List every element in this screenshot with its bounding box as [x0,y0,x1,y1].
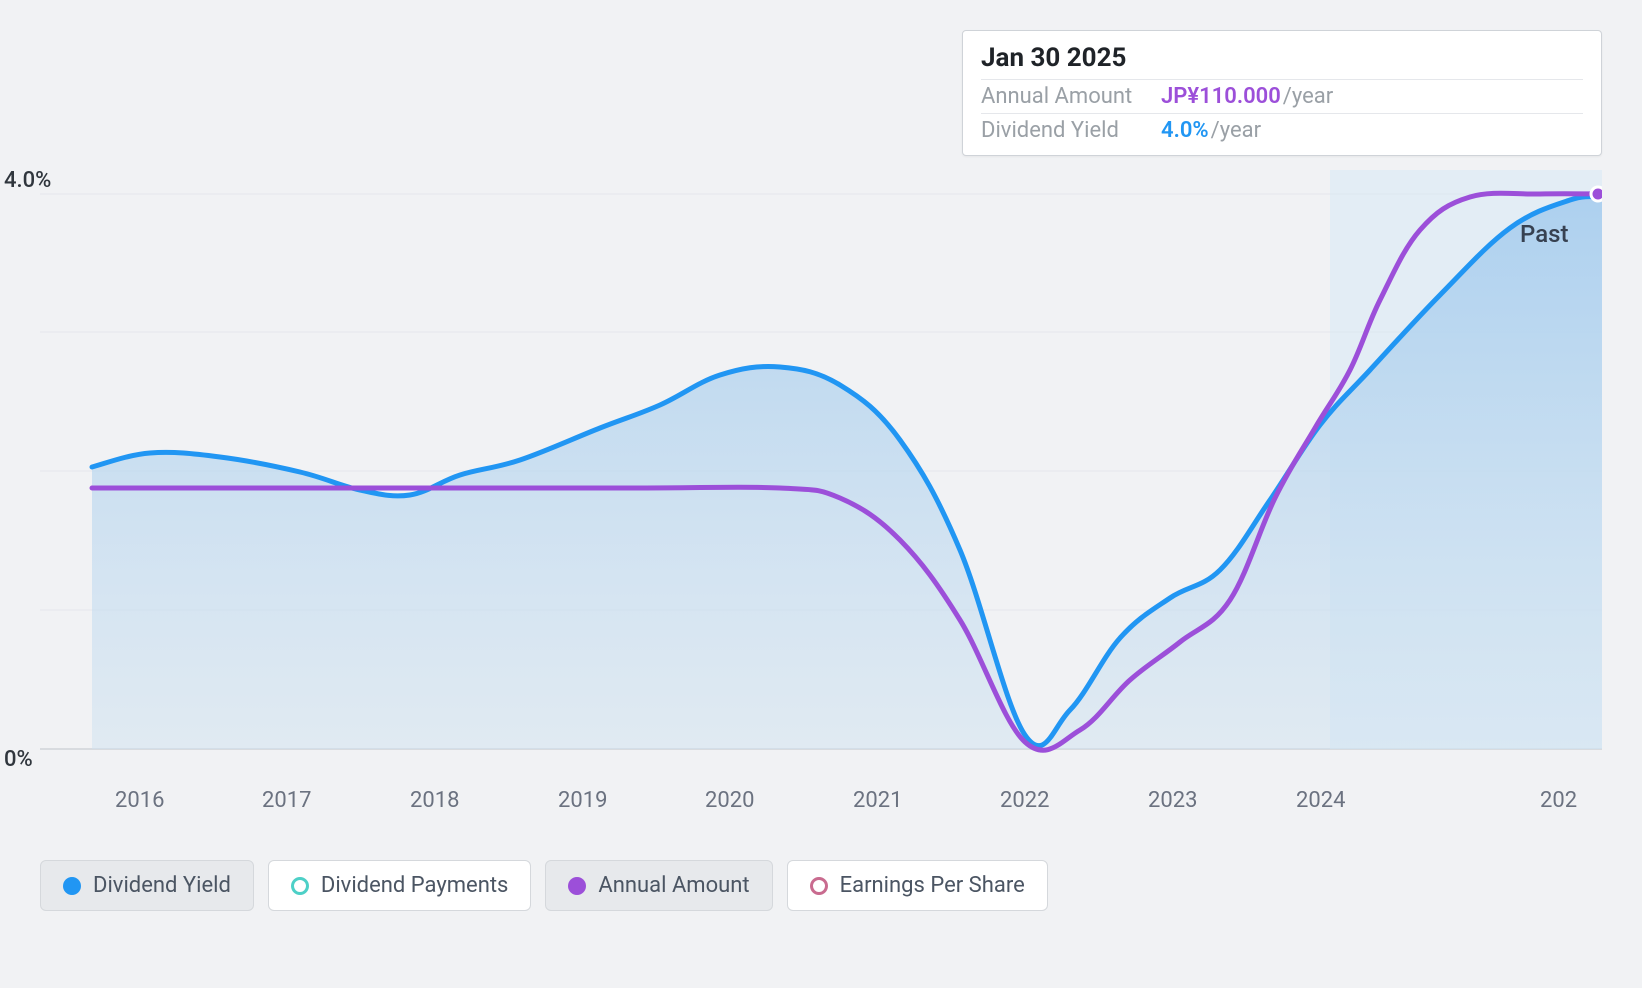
chart-plot-area: Past [40,170,1602,770]
x-axis-label: 2019 [558,788,607,813]
x-axis-label: 2022 [1000,788,1049,813]
legend-swatch [568,877,586,895]
chart-tooltip: Jan 30 2025 Annual AmountJP¥110.000/year… [962,30,1602,156]
tooltip-row-value: JP¥110.000 [1161,84,1281,109]
past-label: Past [1520,220,1568,248]
legend-item-earnings-per-share[interactable]: Earnings Per Share [787,860,1048,911]
legend-label: Dividend Yield [93,873,231,898]
chart-svg [40,170,1602,770]
x-axis-label: 2016 [115,788,164,813]
legend-label: Annual Amount [598,873,749,898]
tooltip-row: Annual AmountJP¥110.000/year [981,79,1583,113]
tooltip-row-value: 4.0% [1161,118,1209,143]
x-axis-label: 2017 [262,788,311,813]
x-axis-label: 2018 [410,788,459,813]
chart-container: { "chart": { "type": "area+line", "backg… [0,0,1642,988]
legend-label: Earnings Per Share [840,873,1025,898]
legend-item-annual-amount[interactable]: Annual Amount [545,860,772,911]
chart-legend: Dividend Yield Dividend Payments Annual Am… [40,860,1048,911]
x-axis: 2016 2017 2018 2019 2020 2021 2022 2023 2024 202 [40,788,1602,818]
legend-swatch [291,877,309,895]
legend-swatch [810,877,828,895]
x-axis-label: 2024 [1296,788,1345,813]
legend-item-dividend-yield[interactable]: Dividend Yield [40,860,254,911]
x-axis-label: 2023 [1148,788,1197,813]
tooltip-row-label: Annual Amount [981,84,1161,109]
legend-item-dividend-payments[interactable]: Dividend Payments [268,860,532,911]
tooltip-row-label: Dividend Yield [981,118,1161,143]
x-axis-label: 2020 [705,788,754,813]
tooltip-row: Dividend Yield4.0%/year [981,113,1583,147]
x-axis-label: 2021 [853,788,902,813]
legend-swatch [63,877,81,895]
x-axis-label: 202 [1540,788,1577,813]
tooltip-date: Jan 30 2025 [981,43,1583,79]
tooltip-row-unit: /year [1283,84,1333,109]
y-axis-label: 0% [4,747,33,772]
legend-label: Dividend Payments [321,873,509,898]
tooltip-row-unit: /year [1211,118,1261,143]
